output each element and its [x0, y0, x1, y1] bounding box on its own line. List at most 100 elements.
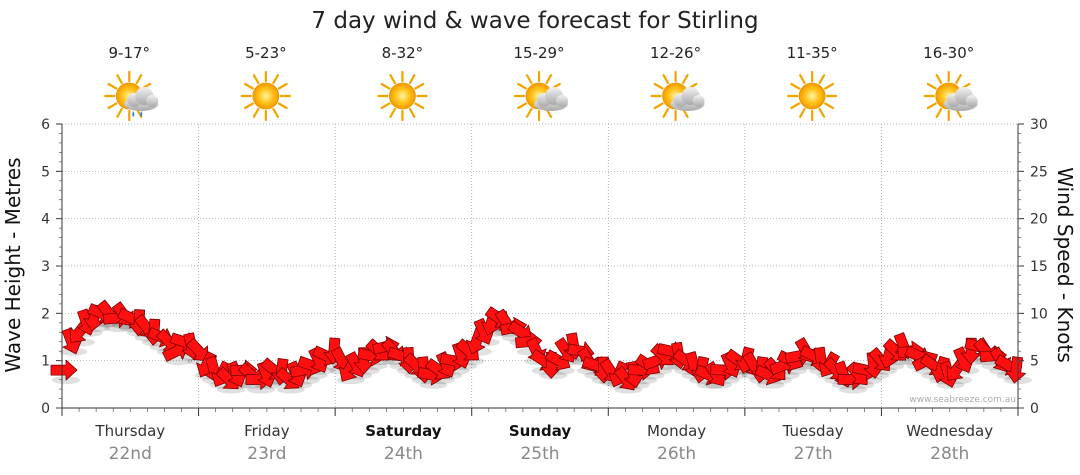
wind-arrow	[185, 337, 209, 362]
sun-cloud-icon	[513, 70, 568, 122]
sun-disc	[252, 82, 280, 110]
temp-range: 16-30°	[923, 44, 974, 62]
date-label: 22nd	[109, 444, 152, 464]
sun-ray	[824, 102, 835, 110]
sun-icon	[377, 70, 428, 122]
sun-ray	[116, 74, 123, 85]
sun-cloud-icon	[923, 70, 978, 122]
sun-ray	[935, 74, 943, 85]
sun-ray	[955, 74, 962, 85]
cloud	[670, 87, 705, 111]
y-left-tick-label: 5	[41, 164, 50, 180]
sun-ray	[389, 74, 397, 85]
y-left-tick-label: 2	[41, 306, 50, 322]
day-label: Friday	[244, 422, 290, 440]
sun-ray	[277, 102, 288, 110]
sun-ray	[517, 102, 528, 110]
sun-ray	[272, 74, 279, 85]
day-label: Tuesday	[782, 422, 844, 440]
sun-ray	[517, 82, 528, 90]
temp-range: 12-26°	[650, 44, 701, 62]
sun-cloud-rain-icon	[104, 70, 159, 122]
sun-icon	[240, 70, 291, 122]
sun-ray	[380, 102, 391, 110]
axes: 0 1 2 3 4 5 6 0 5 10 15 20 25 30 Thursday 22nd Friday 23r…	[41, 117, 1048, 464]
y-left-tick-label: 1	[41, 354, 50, 370]
y-right-tick-label: 20	[1030, 212, 1048, 228]
sun-ray	[408, 107, 416, 118]
sun-cloud-icon	[650, 70, 705, 122]
sun-icon	[787, 70, 838, 122]
sun-ray	[818, 107, 826, 118]
y-axis-left-title: Wave Height - Metres	[1, 157, 25, 372]
y-right-tick-label: 15	[1030, 259, 1048, 275]
y-left-tick-label: 0	[41, 401, 50, 417]
y-left-tick-label: 6	[41, 117, 50, 133]
day-label: Monday	[647, 422, 706, 440]
date-label: 23rd	[247, 444, 286, 464]
sun-ray	[818, 74, 826, 85]
cloud	[534, 87, 568, 111]
day-label: Saturday	[365, 422, 442, 440]
wind-arrow-shadow	[756, 380, 785, 389]
sun-ray	[135, 74, 143, 85]
sun-ray	[926, 102, 937, 110]
day-label: Thursday	[94, 422, 165, 440]
date-label: 25th	[520, 444, 559, 464]
sun-ray	[824, 82, 835, 90]
day-label: Wednesday	[906, 422, 993, 440]
y-right-tick-label: 5	[1030, 354, 1039, 370]
y-right-tick-label: 0	[1030, 401, 1039, 417]
y-axis-right-title: Wind Speed - Knots	[1053, 167, 1077, 363]
y-left-tick-label: 3	[41, 259, 50, 275]
date-label: 27th	[794, 444, 833, 464]
raindrop	[140, 111, 143, 117]
day-label: Sunday	[509, 422, 572, 440]
date-label: 28th	[930, 444, 969, 464]
sun-ray	[653, 102, 664, 110]
sun-ray	[252, 107, 260, 118]
temp-range: 9-17°	[109, 44, 151, 62]
sun-ray	[525, 107, 533, 118]
sun-ray	[545, 74, 553, 85]
sun-ray	[243, 102, 254, 110]
sun-ray	[525, 74, 533, 85]
y-right-tick-label: 25	[1030, 164, 1048, 180]
wind-arrow-shadow	[104, 324, 133, 333]
sun-ray	[790, 102, 801, 110]
sun-ray	[653, 82, 664, 90]
sun-ray	[107, 102, 118, 110]
sun-ray	[414, 82, 425, 90]
y-left-tick-label: 4	[41, 212, 50, 228]
weather-row: 9-17° 5-23° 8-32° 15-29° 12-26° 11-35° 16-30°	[104, 44, 978, 122]
sun-ray	[926, 82, 937, 90]
sun-ray	[799, 74, 806, 85]
wind-arrow	[1005, 356, 1027, 384]
wind-arrow-shadow	[419, 380, 448, 389]
wind-arrows	[50, 299, 1027, 391]
sun-ray	[277, 82, 288, 90]
sun-ray	[252, 74, 260, 85]
cloud	[943, 87, 978, 111]
wind-arrow	[50, 359, 78, 381]
sun-ray	[243, 82, 254, 90]
sun-ray	[662, 74, 670, 85]
sun-ray	[935, 107, 943, 118]
temp-range: 11-35°	[787, 44, 838, 62]
cloud	[124, 87, 159, 111]
sun-disc	[798, 82, 826, 110]
sun-disc	[389, 82, 416, 110]
temp-range: 5-23°	[245, 44, 287, 62]
sun-ray	[681, 74, 689, 85]
sun-ray	[790, 82, 801, 90]
temp-range: 8-32°	[382, 44, 424, 62]
sun-ray	[272, 107, 279, 118]
sun-ray	[408, 74, 416, 85]
sun-ray	[107, 82, 118, 90]
date-label: 26th	[657, 444, 696, 464]
date-label: 24th	[384, 444, 423, 464]
sun-ray	[116, 107, 123, 118]
chart-title: 7 day wind & wave forecast for Stirling	[311, 8, 758, 34]
y-right-tick-label: 10	[1030, 306, 1048, 322]
